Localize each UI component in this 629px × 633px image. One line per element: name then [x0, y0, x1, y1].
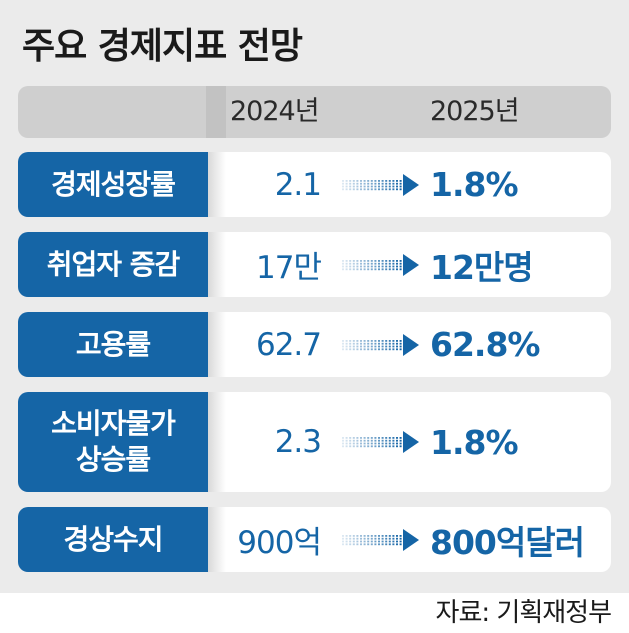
row-label-text: 취업자 증감 [46, 247, 181, 281]
label-shadow [208, 507, 226, 572]
arrow-icon [342, 333, 419, 356]
value-2024: 2.1 [274, 166, 322, 203]
row-label-text: 경상수지 [63, 522, 163, 556]
source-note: 자료: 기획재정부 [435, 598, 612, 628]
value-2024: 17만 [256, 250, 322, 286]
arrow-icon [342, 253, 419, 276]
value-2024: 900억 [237, 525, 322, 561]
value-2025: 12만명 [430, 247, 534, 287]
arrow-icon [342, 528, 419, 551]
row-label: 경제성장률 [18, 152, 208, 217]
row-label: 경상수지 [18, 507, 208, 572]
label-shadow [208, 392, 226, 492]
arrow-icon [342, 431, 419, 453]
row-label: 고용률 [18, 312, 208, 377]
value-2025: 800억달러 [430, 522, 585, 562]
header-year-2025: 2025년 [430, 96, 520, 127]
page-title: 주요 경제지표 전망 [22, 26, 303, 67]
row-label-text: 고용률 [75, 327, 151, 361]
row-label: 취업자 증감 [18, 232, 208, 297]
indicator-panel: 주요 경제지표 전망 2024년 2025년 경제성장률 2.1 1.8% 취업… [0, 0, 629, 593]
label-shadow [208, 232, 226, 297]
value-2025: 1.8% [430, 165, 519, 204]
header-year-2024: 2024년 [230, 96, 320, 127]
value-2024: 62.7 [255, 326, 322, 363]
arrow-icon [342, 173, 419, 196]
row-label-text: 경제성장률 [51, 167, 176, 201]
table-header: 2024년 2025년 [18, 86, 611, 138]
table-row: 경제성장률 2.1 1.8% [18, 152, 611, 217]
table-row: 경상수지 900억 800억달러 [18, 507, 611, 572]
table-row: 소비자물가 상승률 2.3 1.8% [18, 392, 611, 492]
value-2024: 2.3 [274, 424, 322, 460]
label-shadow [208, 312, 226, 377]
table-row: 고용률 62.7 62.8% [18, 312, 611, 377]
value-2025: 62.8% [430, 325, 540, 364]
row-label: 소비자물가 상승률 [18, 392, 208, 492]
value-2025: 1.8% [430, 422, 519, 462]
table-row: 취업자 증감 17만 12만명 [18, 232, 611, 297]
row-label-text: 소비자물가 상승률 [51, 407, 176, 476]
label-shadow [208, 152, 226, 217]
header-divider [206, 86, 226, 138]
